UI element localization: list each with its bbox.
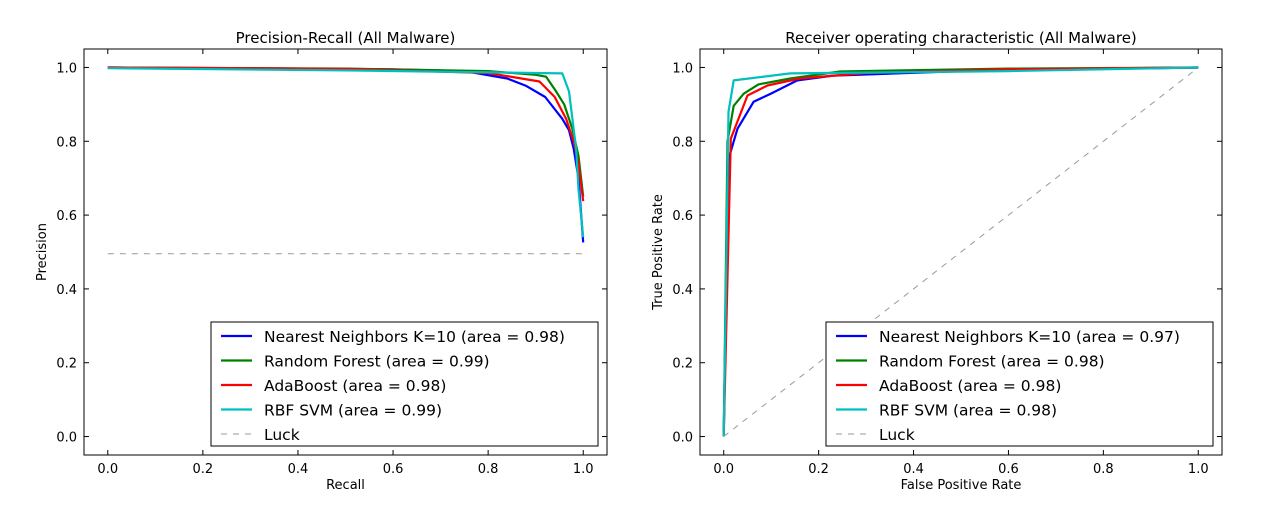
series-line-3 bbox=[107, 67, 585, 238]
legend-label-1: Random Forest (area = 0.98) bbox=[879, 353, 1105, 371]
y-axis-label: True Positive Rate bbox=[651, 194, 666, 311]
y-tick-label: 0.6 bbox=[56, 209, 77, 224]
series-line-2 bbox=[107, 66, 585, 202]
x-tick-label: 0.8 bbox=[478, 462, 499, 477]
plot-frame bbox=[83, 48, 608, 456]
x-tick-label: 0.6 bbox=[998, 462, 1019, 477]
legend-label-3: RBF SVM (area = 0.99) bbox=[264, 402, 442, 420]
chart-panel-1: 0.0 0.2 0.4 0.6 0.8 1.0 0.0 0.2 0.4 0.6 0.8 1.0 Rece… bbox=[651, 29, 1223, 493]
y-tick-label: 0.0 bbox=[672, 431, 693, 446]
x-tick-label: 0.2 bbox=[193, 462, 214, 477]
legend: Nearest Neighbors K=10 (area = 0.97) Rand… bbox=[825, 321, 1214, 447]
y-tick-label: 0.2 bbox=[672, 357, 693, 372]
x-tick-label: 0.6 bbox=[383, 462, 404, 477]
plot-frame bbox=[699, 48, 1223, 456]
series-line-2 bbox=[722, 66, 1199, 437]
chart-panel-0: 0.0 0.2 0.4 0.6 0.8 1.0 0.0 0.2 0.4 0.6 0.8 1.0 Prec… bbox=[35, 29, 608, 493]
legend-label-4: Luck bbox=[264, 426, 300, 444]
y-tick-label: 0.8 bbox=[56, 135, 77, 150]
legend-label-0: Nearest Neighbors K=10 (area = 0.98) bbox=[264, 328, 565, 346]
y-tick-label: 0.2 bbox=[56, 357, 77, 372]
y-axis-label: Precision bbox=[35, 223, 50, 281]
legend-box bbox=[210, 321, 599, 447]
series-line-1 bbox=[107, 66, 585, 197]
legend-label-2: AdaBoost (area = 0.98) bbox=[264, 377, 446, 395]
series-line-4 bbox=[723, 67, 1199, 437]
chart-title: Precision-Recall (All Malware) bbox=[236, 29, 456, 47]
legend-box bbox=[825, 321, 1214, 447]
x-tick-label: 0.8 bbox=[1093, 462, 1114, 477]
x-tick-label: 0.4 bbox=[288, 462, 309, 477]
x-axis-label: False Positive Rate bbox=[901, 478, 1022, 493]
y-tick-label: 0.4 bbox=[56, 283, 77, 298]
y-tick-label: 0.4 bbox=[672, 283, 693, 298]
x-tick-label: 0.0 bbox=[97, 462, 118, 477]
x-tick-label: 1.0 bbox=[1188, 462, 1209, 477]
series-line-3 bbox=[722, 66, 1199, 437]
y-tick-label: 0.8 bbox=[672, 135, 693, 150]
x-axis-label: Recall bbox=[326, 478, 365, 493]
y-tick-label: 1.0 bbox=[56, 61, 77, 76]
y-tick-label: 0.0 bbox=[56, 431, 77, 446]
x-tick-label: 0.2 bbox=[808, 462, 829, 477]
x-tick-label: 0.4 bbox=[903, 462, 924, 477]
legend: Nearest Neighbors K=10 (area = 0.98) Rand… bbox=[210, 321, 599, 447]
x-tick-label: 0.0 bbox=[713, 462, 734, 477]
chart-title: Receiver operating characteristic (All M… bbox=[785, 29, 1137, 47]
legend-label-3: RBF SVM (area = 0.98) bbox=[879, 402, 1057, 420]
legend-label-2: AdaBoost (area = 0.98) bbox=[879, 377, 1061, 395]
legend-label-4: Luck bbox=[879, 426, 915, 444]
series-line-0 bbox=[107, 66, 585, 243]
series-line-1 bbox=[722, 66, 1199, 437]
legend-label-1: Random Forest (area = 0.99) bbox=[264, 353, 490, 371]
legend-label-0: Nearest Neighbors K=10 (area = 0.97) bbox=[879, 328, 1180, 346]
y-tick-label: 0.6 bbox=[672, 209, 693, 224]
y-tick-label: 1.0 bbox=[672, 61, 693, 76]
x-tick-label: 1.0 bbox=[573, 462, 594, 477]
